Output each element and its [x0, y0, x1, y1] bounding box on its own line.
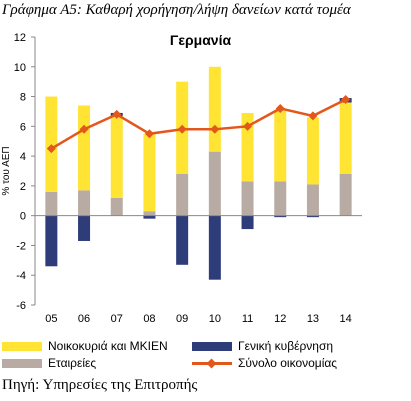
bar-corporations: [339, 173, 352, 216]
legend-households: Νοικοκυριά και ΜΚΙΕΝ: [2, 339, 168, 353]
line-total: [50, 98, 347, 150]
point-total: [210, 124, 220, 134]
point-total: [79, 124, 89, 134]
point-total: [243, 121, 253, 131]
chart-title: Γερμανία: [170, 32, 232, 48]
bar-corporations: [274, 181, 287, 216]
legend-swatch-households: [2, 341, 42, 351]
bar-households: [78, 105, 91, 191]
bar-corporations: [78, 190, 91, 216]
x-tick-label: 09: [176, 313, 188, 325]
legend-label-households: Νοικοκυριά και ΜΚΙΕΝ: [48, 339, 168, 353]
bar-households: [274, 109, 287, 182]
bar-government: [241, 215, 254, 230]
point-total: [112, 109, 122, 119]
y-tick-label: -2: [16, 240, 26, 252]
legend-label-government: Γενική κυβέρνηση: [238, 339, 334, 353]
x-tick-label: 06: [78, 313, 90, 325]
bar-corporations: [110, 197, 123, 216]
y-tick-label: 10: [14, 62, 26, 74]
y-tick-label: 6: [20, 121, 26, 133]
y-axis-label: % του ΑΕΠ: [1, 146, 12, 195]
point-total: [275, 103, 285, 113]
point-total: [177, 124, 187, 134]
bar-government: [78, 215, 91, 241]
y-tick-label: 8: [20, 92, 26, 104]
legend-swatch-corporations: [2, 358, 42, 368]
bar-corporations: [45, 191, 58, 216]
x-tick-label: 13: [307, 313, 319, 325]
bar-government: [274, 215, 287, 218]
bar-households: [306, 117, 319, 185]
bar-households: [241, 112, 254, 182]
figure-caption: Γράφημα Α5: Καθαρή χορήγηση/λήψη δανείων…: [2, 2, 351, 18]
legend-corporations: Εταιρείες: [2, 356, 96, 370]
x-tick-label: 11: [242, 313, 253, 325]
y-tick-label: 2: [20, 181, 26, 193]
point-total: [46, 144, 56, 154]
legend-swatch-total: [192, 359, 232, 368]
bar-government: [208, 215, 221, 280]
y-tick-label: 4: [20, 151, 26, 163]
bar-corporations: [143, 211, 156, 216]
bar-government: [176, 215, 189, 265]
bar-households: [208, 66, 221, 152]
bar-government: [143, 215, 156, 219]
bar-corporations: [241, 181, 254, 216]
x-tick-label: 07: [111, 313, 123, 325]
source-note: Πηγή: Υπηρεσίες της Επιτροπής: [2, 377, 198, 393]
bar-corporations: [306, 184, 319, 216]
legend-total: Σύνολο οικονομίας: [192, 356, 337, 370]
legend-label-total: Σύνολο οικονομίας: [238, 356, 338, 370]
legend-swatch-government: [192, 341, 232, 351]
y-tick-label: -4: [16, 270, 26, 282]
y-tick-label: 12: [14, 32, 26, 44]
x-tick-label: 10: [209, 313, 221, 325]
x-tick-label: 14: [340, 313, 352, 325]
legend-label-corporations: Εταιρείες: [48, 356, 97, 370]
bar-households: [339, 102, 352, 174]
x-tick-label: 08: [143, 313, 155, 325]
bar-households: [110, 115, 123, 198]
bar-households: [143, 133, 156, 212]
x-tick-label: 12: [274, 313, 286, 325]
y-tick-label: 0: [20, 211, 26, 223]
bar-corporations: [208, 151, 221, 216]
plot-group: Γερμανία % του ΑΕΠ -6 -4 -2 0 2 4 6 8 10 12 05 06 07 08…: [1, 32, 362, 325]
x-tick-label: 05: [45, 313, 57, 325]
bar-government: [45, 215, 58, 267]
point-total: [308, 111, 318, 121]
point-total: [341, 95, 351, 105]
point-total: [144, 129, 154, 139]
legend-government: Γενική κυβέρνηση: [192, 339, 333, 353]
bar-government: [306, 215, 319, 218]
bar-corporations: [176, 173, 189, 216]
y-tick-label: -6: [16, 300, 26, 312]
